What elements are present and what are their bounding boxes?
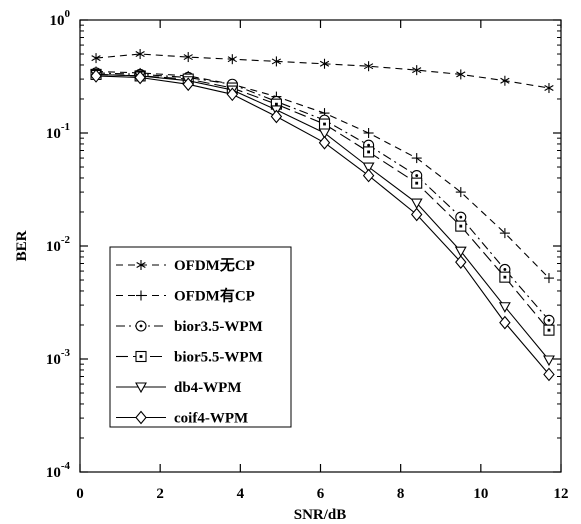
asterisk-marker	[136, 260, 146, 270]
legend-entry: coif4-WPM	[116, 411, 248, 427]
legend-label: coif4-WPM	[174, 411, 248, 427]
asterisk-marker	[91, 53, 101, 64]
diamond-marker	[455, 255, 467, 269]
legend-label: OFDM有CP	[174, 287, 255, 305]
plus-marker	[411, 153, 422, 164]
y-tick-label: 10-1	[46, 121, 70, 142]
series-line	[95, 73, 550, 331]
square-marker	[543, 324, 555, 336]
x-axis-ticks: 0 2 4 6 8 10 12	[76, 20, 569, 502]
diamond-marker	[362, 168, 375, 183]
diamond-marker	[499, 315, 511, 330]
asterisk-marker	[500, 75, 510, 86]
series-4	[90, 69, 555, 367]
legend-label: OFDM无CP	[174, 257, 255, 274]
x-tick-label: 10	[473, 486, 488, 502]
x-tick-label: 8	[397, 486, 405, 502]
legend-entry: db4-WPM	[116, 380, 242, 396]
diamond-marker	[182, 77, 194, 92]
diamond-marker	[410, 207, 423, 222]
legend-label: bior5.5-WPM	[174, 350, 263, 366]
series-layer	[90, 49, 555, 382]
y-tick-label: 10-3	[46, 347, 71, 368]
asterisk-marker	[456, 69, 466, 80]
plus-marker	[455, 187, 466, 198]
asterisk-marker	[412, 65, 422, 76]
asterisk-marker	[544, 83, 554, 94]
asterisk-marker	[183, 52, 193, 63]
circle-marker	[543, 314, 555, 326]
square-marker	[499, 271, 511, 283]
triangle-marker	[362, 162, 375, 174]
legend: OFDM无CP OFDM有CP bior3.5-WPM bior5.5-WPM db4-…	[109, 246, 292, 428]
y-tick-label: 100	[50, 8, 71, 29]
legend-entry: OFDM有CP	[116, 287, 255, 305]
asterisk-marker	[319, 58, 330, 69]
diamond-marker	[90, 69, 102, 83]
triangle-marker	[498, 302, 511, 313]
triangle-marker	[318, 128, 331, 140]
circle-marker	[135, 320, 147, 332]
square-marker	[411, 177, 423, 189]
triangle-marker	[454, 246, 467, 258]
plus-marker	[499, 228, 510, 239]
y-axis-ticks: 100 10-1 10-2 10-3 10-4	[46, 8, 561, 481]
diamond-marker	[134, 70, 146, 85]
diamond-marker	[318, 135, 331, 150]
asterisk-marker	[363, 61, 374, 72]
series-0	[91, 49, 554, 94]
diamond-marker	[270, 109, 283, 124]
square-marker	[135, 350, 147, 363]
square-marker	[318, 118, 331, 130]
x-tick-label: 6	[317, 486, 325, 502]
diamond-marker	[543, 367, 555, 382]
x-axis-title: SNR/dB	[294, 507, 347, 523]
asterisk-marker	[135, 49, 145, 60]
x-tick-label: 12	[554, 486, 569, 502]
plus-marker	[363, 128, 374, 138]
y-tick-label: 10-4	[46, 460, 71, 481]
legend-label: bior3.5-WPM	[174, 319, 263, 335]
legend-entry: bior3.5-WPM	[116, 319, 263, 335]
x-tick-label: 0	[76, 486, 84, 502]
y-tick-label: 10-2	[46, 234, 71, 255]
legend-label: db4-WPM	[174, 380, 242, 396]
square-marker	[363, 146, 375, 158]
diamond-marker	[226, 87, 239, 102]
plus-marker	[136, 290, 146, 301]
square-marker	[455, 220, 467, 232]
series-line	[95, 53, 550, 89]
asterisk-marker	[227, 54, 237, 65]
legend-entry: OFDM无CP	[116, 257, 255, 274]
series-5	[90, 69, 555, 382]
plus-marker	[543, 273, 554, 284]
x-tick-label: 4	[237, 486, 245, 502]
diamond-marker	[135, 410, 147, 425]
x-tick-label: 2	[156, 486, 164, 502]
triangle-marker	[543, 355, 555, 367]
asterisk-marker	[271, 56, 282, 67]
triangle-marker	[135, 382, 147, 394]
legend-box	[109, 246, 292, 428]
y-axis-title: BER	[14, 230, 30, 261]
triangle-marker	[410, 198, 423, 210]
legend-entry: bior5.5-WPM	[116, 350, 263, 366]
